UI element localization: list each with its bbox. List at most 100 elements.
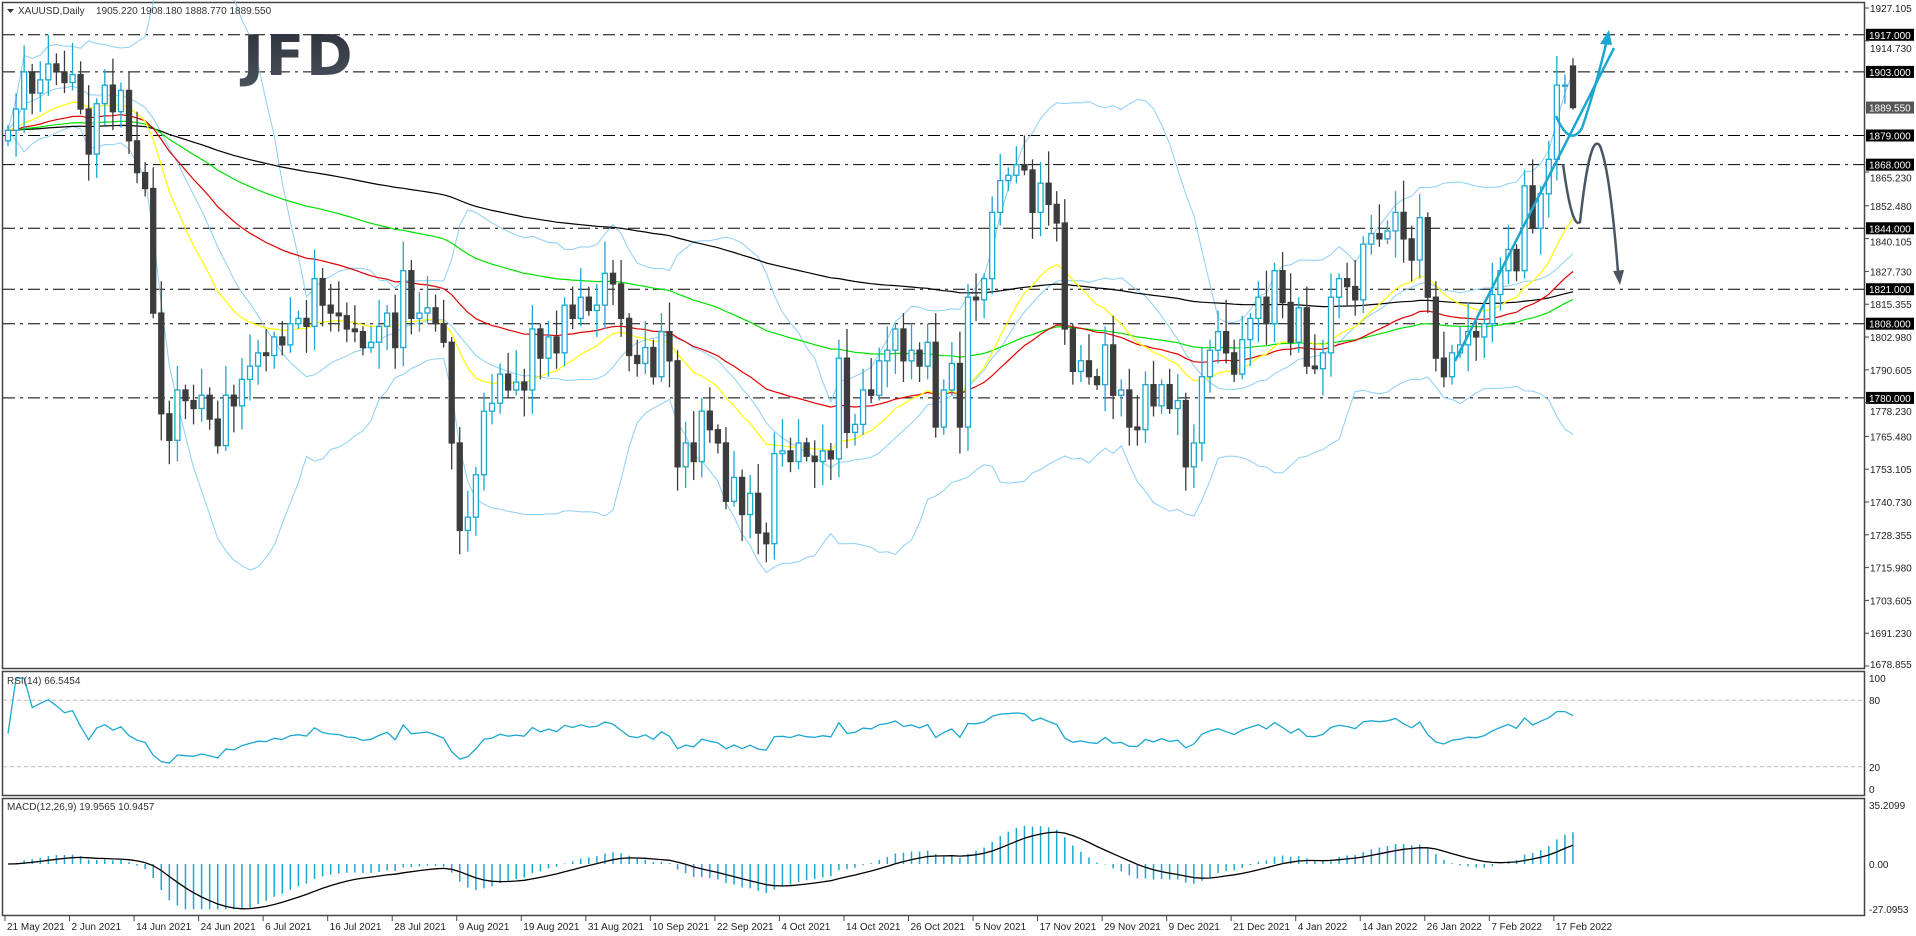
bearish-candle <box>1424 217 1431 298</box>
date-tick-label: 26 Jan 2022 <box>1427 922 1482 933</box>
bullish-candle <box>1335 277 1343 298</box>
bullish-candle <box>642 346 649 365</box>
analysis-drawings <box>1453 30 1624 362</box>
bearish-candle <box>609 272 617 285</box>
bearish-candle <box>932 341 939 428</box>
collapse-triangle-icon[interactable] <box>7 9 14 13</box>
bearish-candle <box>343 315 350 330</box>
bearish-candle <box>1303 307 1310 367</box>
bearish-candle <box>1061 222 1068 330</box>
date-tick-label: 22 Sep 2021 <box>717 922 774 933</box>
bullish-candle <box>577 296 584 320</box>
bearish-candle <box>521 381 528 391</box>
price-tick-label: 1815.355 <box>1870 300 1912 311</box>
bearish-candle <box>1400 211 1407 240</box>
bearish-candle <box>569 304 576 320</box>
bullish-candle <box>464 516 471 532</box>
bearish-candle <box>900 328 907 362</box>
bullish-candle <box>1448 352 1456 378</box>
bearish-candle <box>1279 270 1286 304</box>
bullish-candle <box>198 394 205 410</box>
bearish-candle <box>714 429 722 444</box>
price-tick-label: 1691.230 <box>1870 629 1912 640</box>
bullish-candle <box>835 357 843 460</box>
rsi-label: RSI(14) 66.5454 <box>7 676 81 687</box>
bullish-candle <box>980 277 988 301</box>
bullish-candle <box>1206 349 1214 378</box>
bearish-candle <box>553 336 560 354</box>
price-tick-label: 1715.980 <box>1870 564 1912 575</box>
bearish-candle <box>53 63 60 73</box>
bullish-candle <box>658 330 665 378</box>
price-tick-label: 1914.730 <box>1870 44 1912 55</box>
bullish-candle <box>940 389 947 428</box>
price-tick-label: 1865.230 <box>1870 174 1912 185</box>
bullish-candle <box>117 89 125 113</box>
bullish-candle <box>989 211 996 280</box>
bullish-candle <box>12 108 20 131</box>
bullish-candle <box>682 442 689 468</box>
bearish-candle <box>1182 399 1189 468</box>
bullish-candle <box>45 63 52 81</box>
bearish-candle <box>1053 203 1060 224</box>
bullish-candle <box>1118 389 1125 396</box>
macd-tick-label: 0.00 <box>1869 860 1889 871</box>
bullish-candle <box>295 317 302 325</box>
bullish-candle <box>924 341 931 367</box>
rsi-tick-label: 0 <box>1869 785 1875 796</box>
date-tick-label: 4 Oct 2021 <box>781 922 830 933</box>
date-tick-label: 2 Jun 2021 <box>72 922 122 933</box>
bullish-candle <box>1013 164 1020 176</box>
bearish-candle <box>1069 328 1076 373</box>
bearish-path-arrow[interactable] <box>1561 142 1620 273</box>
level-price-tag <box>1866 28 1914 41</box>
rsi-series <box>3 677 1864 768</box>
date-tick-label: 26 Oct 2021 <box>911 922 966 933</box>
bullish-candle <box>222 394 229 447</box>
bearish-candle <box>1110 344 1117 396</box>
bearish-candle <box>456 442 463 532</box>
macd-panel[interactable] <box>1 797 1866 917</box>
bullish-candle <box>1561 84 1569 87</box>
bearish-candle <box>1045 182 1052 206</box>
bullish-candle <box>1319 352 1327 370</box>
bearish-candle <box>109 84 117 113</box>
bullish-candle <box>1327 296 1335 354</box>
bullish-candle <box>93 103 100 155</box>
bearish-candle <box>617 283 625 320</box>
level-price-tag <box>1866 317 1914 330</box>
ma-long-line <box>7 124 1574 308</box>
bollinger-upper <box>7 0 1574 404</box>
bearish-candle <box>803 442 810 457</box>
bullish-candle <box>416 312 423 320</box>
price-axis: 1917.000 1903.000 1879.000 1868.000 1844.000… <box>1865 4 1914 916</box>
price-tick-label: 1703.605 <box>1870 596 1912 607</box>
bullish-candle <box>730 476 738 502</box>
level-price-label: 1879.000 <box>1869 132 1911 143</box>
bullish-candle <box>367 341 375 349</box>
bullish-candle <box>948 362 955 391</box>
bearish-candle <box>755 492 762 534</box>
bullish-candle <box>1489 293 1496 325</box>
bearish-candle <box>634 354 641 365</box>
bullish-candle <box>1295 307 1302 343</box>
bullish-path-arrow[interactable] <box>1554 39 1609 137</box>
current-price-label: 1889.550 <box>1869 104 1911 115</box>
bearish-candle <box>585 296 592 312</box>
level-price-tag <box>1866 391 1914 404</box>
date-axis: 21 May 2021 2 Jun 2021 14 Jun 2021 24 Jun 2… <box>4 916 1612 933</box>
bearish-candle <box>1376 232 1383 240</box>
bullish-candle <box>383 312 391 327</box>
bullish-candle <box>174 389 181 441</box>
level-price-label: 1917.000 <box>1869 31 1911 42</box>
uptrend-line[interactable] <box>1453 47 1616 362</box>
price-tick-label: 1927.105 <box>1870 4 1912 15</box>
date-tick-label: 29 Nov 2021 <box>1104 922 1161 933</box>
bearish-candle <box>1126 389 1133 428</box>
bearish-candle <box>1513 248 1520 272</box>
bullish-candle <box>561 304 568 354</box>
bearish-candle <box>125 89 133 142</box>
bullish-candle <box>1142 384 1149 431</box>
bullish-candle <box>37 79 44 94</box>
